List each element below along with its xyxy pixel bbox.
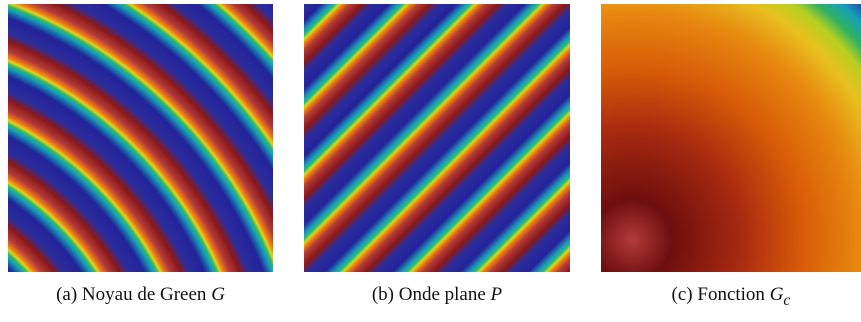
image-function xyxy=(601,4,861,272)
caption-label: (a) xyxy=(56,284,78,305)
caption-subscript: c xyxy=(783,291,791,309)
caption: (c) Fonction Gc xyxy=(601,284,861,310)
caption-symbol: G xyxy=(769,284,784,305)
caption-text: Fonction xyxy=(697,284,765,305)
caption: (b) Onde plane P xyxy=(304,284,570,306)
caption: (a) Noyau de Green G xyxy=(8,284,273,306)
caption-text: Onde plane xyxy=(398,284,486,305)
image-plane-wave xyxy=(304,4,570,272)
caption-label: (c) xyxy=(671,284,693,305)
caption-text: Noyau de Green xyxy=(81,284,207,305)
image-green-kernel xyxy=(8,4,273,272)
caption-symbol: G xyxy=(211,284,225,305)
caption-label: (b) xyxy=(371,284,394,305)
caption-symbol: P xyxy=(490,284,503,305)
